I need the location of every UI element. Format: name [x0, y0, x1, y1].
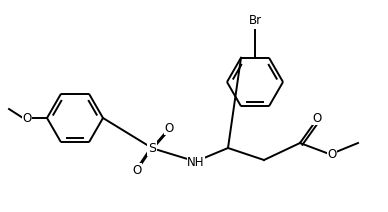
Text: Br: Br	[248, 14, 262, 26]
Text: S: S	[148, 141, 156, 155]
Text: NH: NH	[187, 156, 205, 170]
Text: O: O	[312, 112, 322, 124]
Text: O: O	[23, 112, 32, 124]
Text: O: O	[327, 148, 337, 162]
Text: O: O	[132, 163, 142, 177]
Text: O: O	[165, 121, 173, 134]
